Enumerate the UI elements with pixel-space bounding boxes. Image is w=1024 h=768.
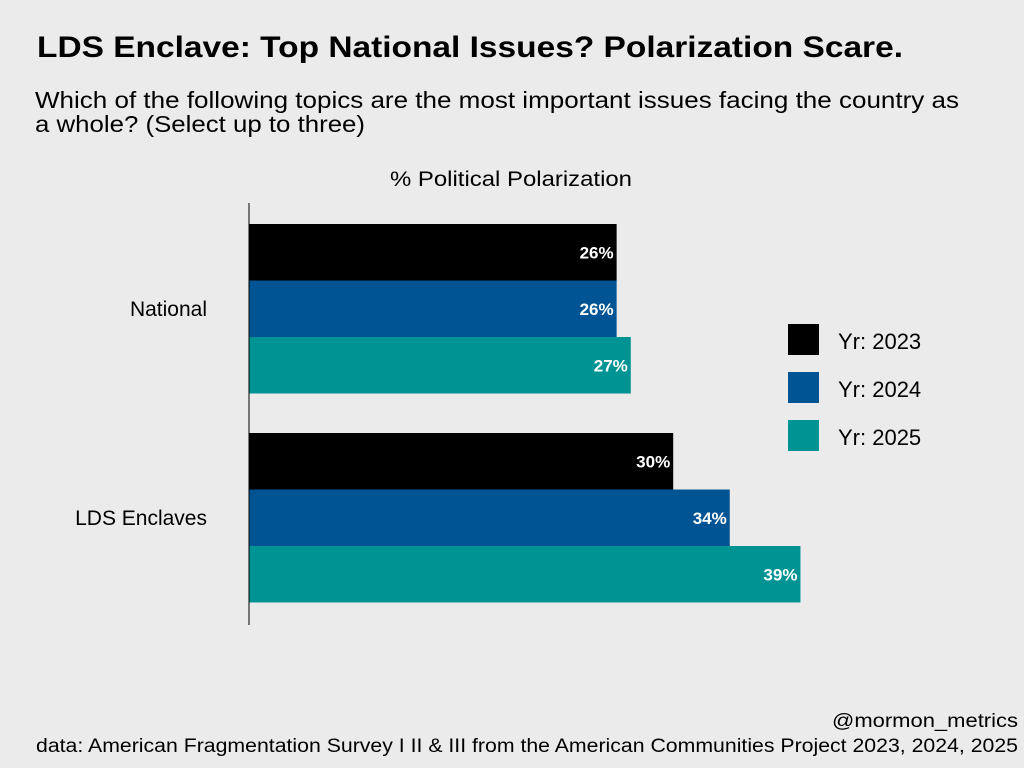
source-note: data: American Fragmentation Survey I II… <box>36 736 1018 757</box>
legend-swatch <box>788 324 819 355</box>
subtitle-line-2: a whole? (Select up to three) <box>35 111 365 137</box>
bar <box>249 546 801 603</box>
plot-area: National 26% 26% 27% LDS Enclaves 30% 34% 39% <box>75 224 801 603</box>
legend-label: Yr: 2024 <box>838 377 921 402</box>
y-tick-label: LDS Enclaves <box>75 507 207 530</box>
legend-swatch <box>788 372 819 403</box>
data-label: 39% <box>763 565 797 584</box>
bar <box>249 280 617 337</box>
legend-swatch <box>788 420 819 451</box>
y-tick-label: National <box>130 298 207 321</box>
bar <box>249 224 617 281</box>
credit: @mormon_metrics <box>832 711 1018 732</box>
data-label: 30% <box>636 452 670 471</box>
data-label: 27% <box>594 356 628 375</box>
data-label: 34% <box>693 509 727 528</box>
legend-label: Yr: 2023 <box>838 329 921 354</box>
bar <box>249 433 674 490</box>
bar <box>249 337 631 394</box>
bar <box>249 489 730 546</box>
data-label: 26% <box>580 300 614 319</box>
data-label: 26% <box>580 243 614 262</box>
legend: Yr: 2023 Yr: 2024 Yr: 2025 <box>788 324 921 451</box>
plot-title: % Political Polarization <box>390 168 632 191</box>
chart-title: LDS Enclave: Top National Issues? Polari… <box>37 31 903 64</box>
subtitle-line-1: Which of the following topics are the mo… <box>35 87 959 113</box>
legend-label: Yr: 2025 <box>838 425 921 450</box>
